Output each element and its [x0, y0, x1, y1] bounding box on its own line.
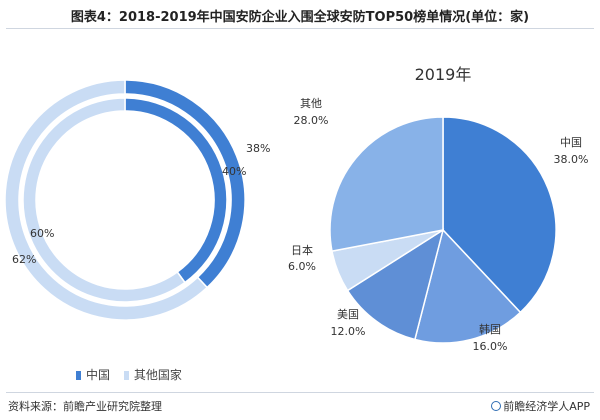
donut-inner-ring-other-countries-segment [22, 97, 187, 303]
donut-outer-ring-other-countries-label: 62% [12, 253, 36, 266]
legend-swatch-china [76, 371, 81, 380]
footer-divider [6, 392, 594, 393]
pie-chart-2019: 2019年中国 38.0% 韩国 16.0% 美国 12.0% 日本 6.0% 其他 28.0% [288, 65, 588, 353]
pie-slice-china [442, 116, 557, 314]
pie-slice-korea [413, 228, 522, 344]
pie-slice-usa [346, 228, 445, 341]
pie-slice-others-category-label: 其他 [300, 97, 322, 110]
donut-outer-ring-other-countries-segment [4, 79, 209, 321]
brand-logo-icon [491, 401, 502, 411]
donut-outer-ring-china-label: 38% [246, 142, 270, 155]
pie-slice-korea-category-label: 韩国 [479, 322, 501, 336]
pie-slice-japan-category-label: 日本 [291, 243, 313, 257]
pie-slice-others [329, 116, 444, 253]
legend-swatch-other-countries [123, 371, 129, 380]
pie-slice-usa-category-label: 美国 [337, 308, 359, 321]
source-note: 资料来源：前瞻产业研究院整理 [8, 400, 162, 413]
pie-slice-korea-value-label: 16.0% [473, 340, 508, 353]
pie-slice-others-value-label: 28.0% [294, 114, 329, 127]
legend-item-china: 中国 [76, 366, 110, 383]
brand-name: 前瞻经济学人APP [503, 400, 590, 413]
donut-inner-ring-other-countries-label: 60% [30, 227, 54, 240]
pie-slice-usa-value-label: 12.0% [331, 325, 366, 338]
donut-inner-ring-china-label: 40% [222, 165, 246, 178]
nested-donut-chart: 38% 62% 40% 60% [4, 79, 270, 321]
legend-label-other-countries: 其他国家 [133, 368, 182, 382]
figure-title: 图表4：2018-2019年中国安防企业入围全球安防TOP50榜单情况(单位：家… [70, 10, 530, 25]
pie-slice-china-category-label: 中国 [560, 136, 582, 149]
pie-slice-china-value-label: 38.0% [554, 153, 589, 166]
legend-label-china: 中国 [86, 368, 111, 382]
pie-title: 2019年 [415, 65, 472, 84]
brand-credit: 前瞻经济学人APP [491, 398, 590, 414]
pie-slice-japan-value-label: 6.0% [288, 260, 316, 273]
title-divider [6, 28, 594, 29]
chart-legend: 中国 其他国家 [76, 366, 192, 383]
legend-item-other-countries: 其他国家 [123, 366, 182, 383]
